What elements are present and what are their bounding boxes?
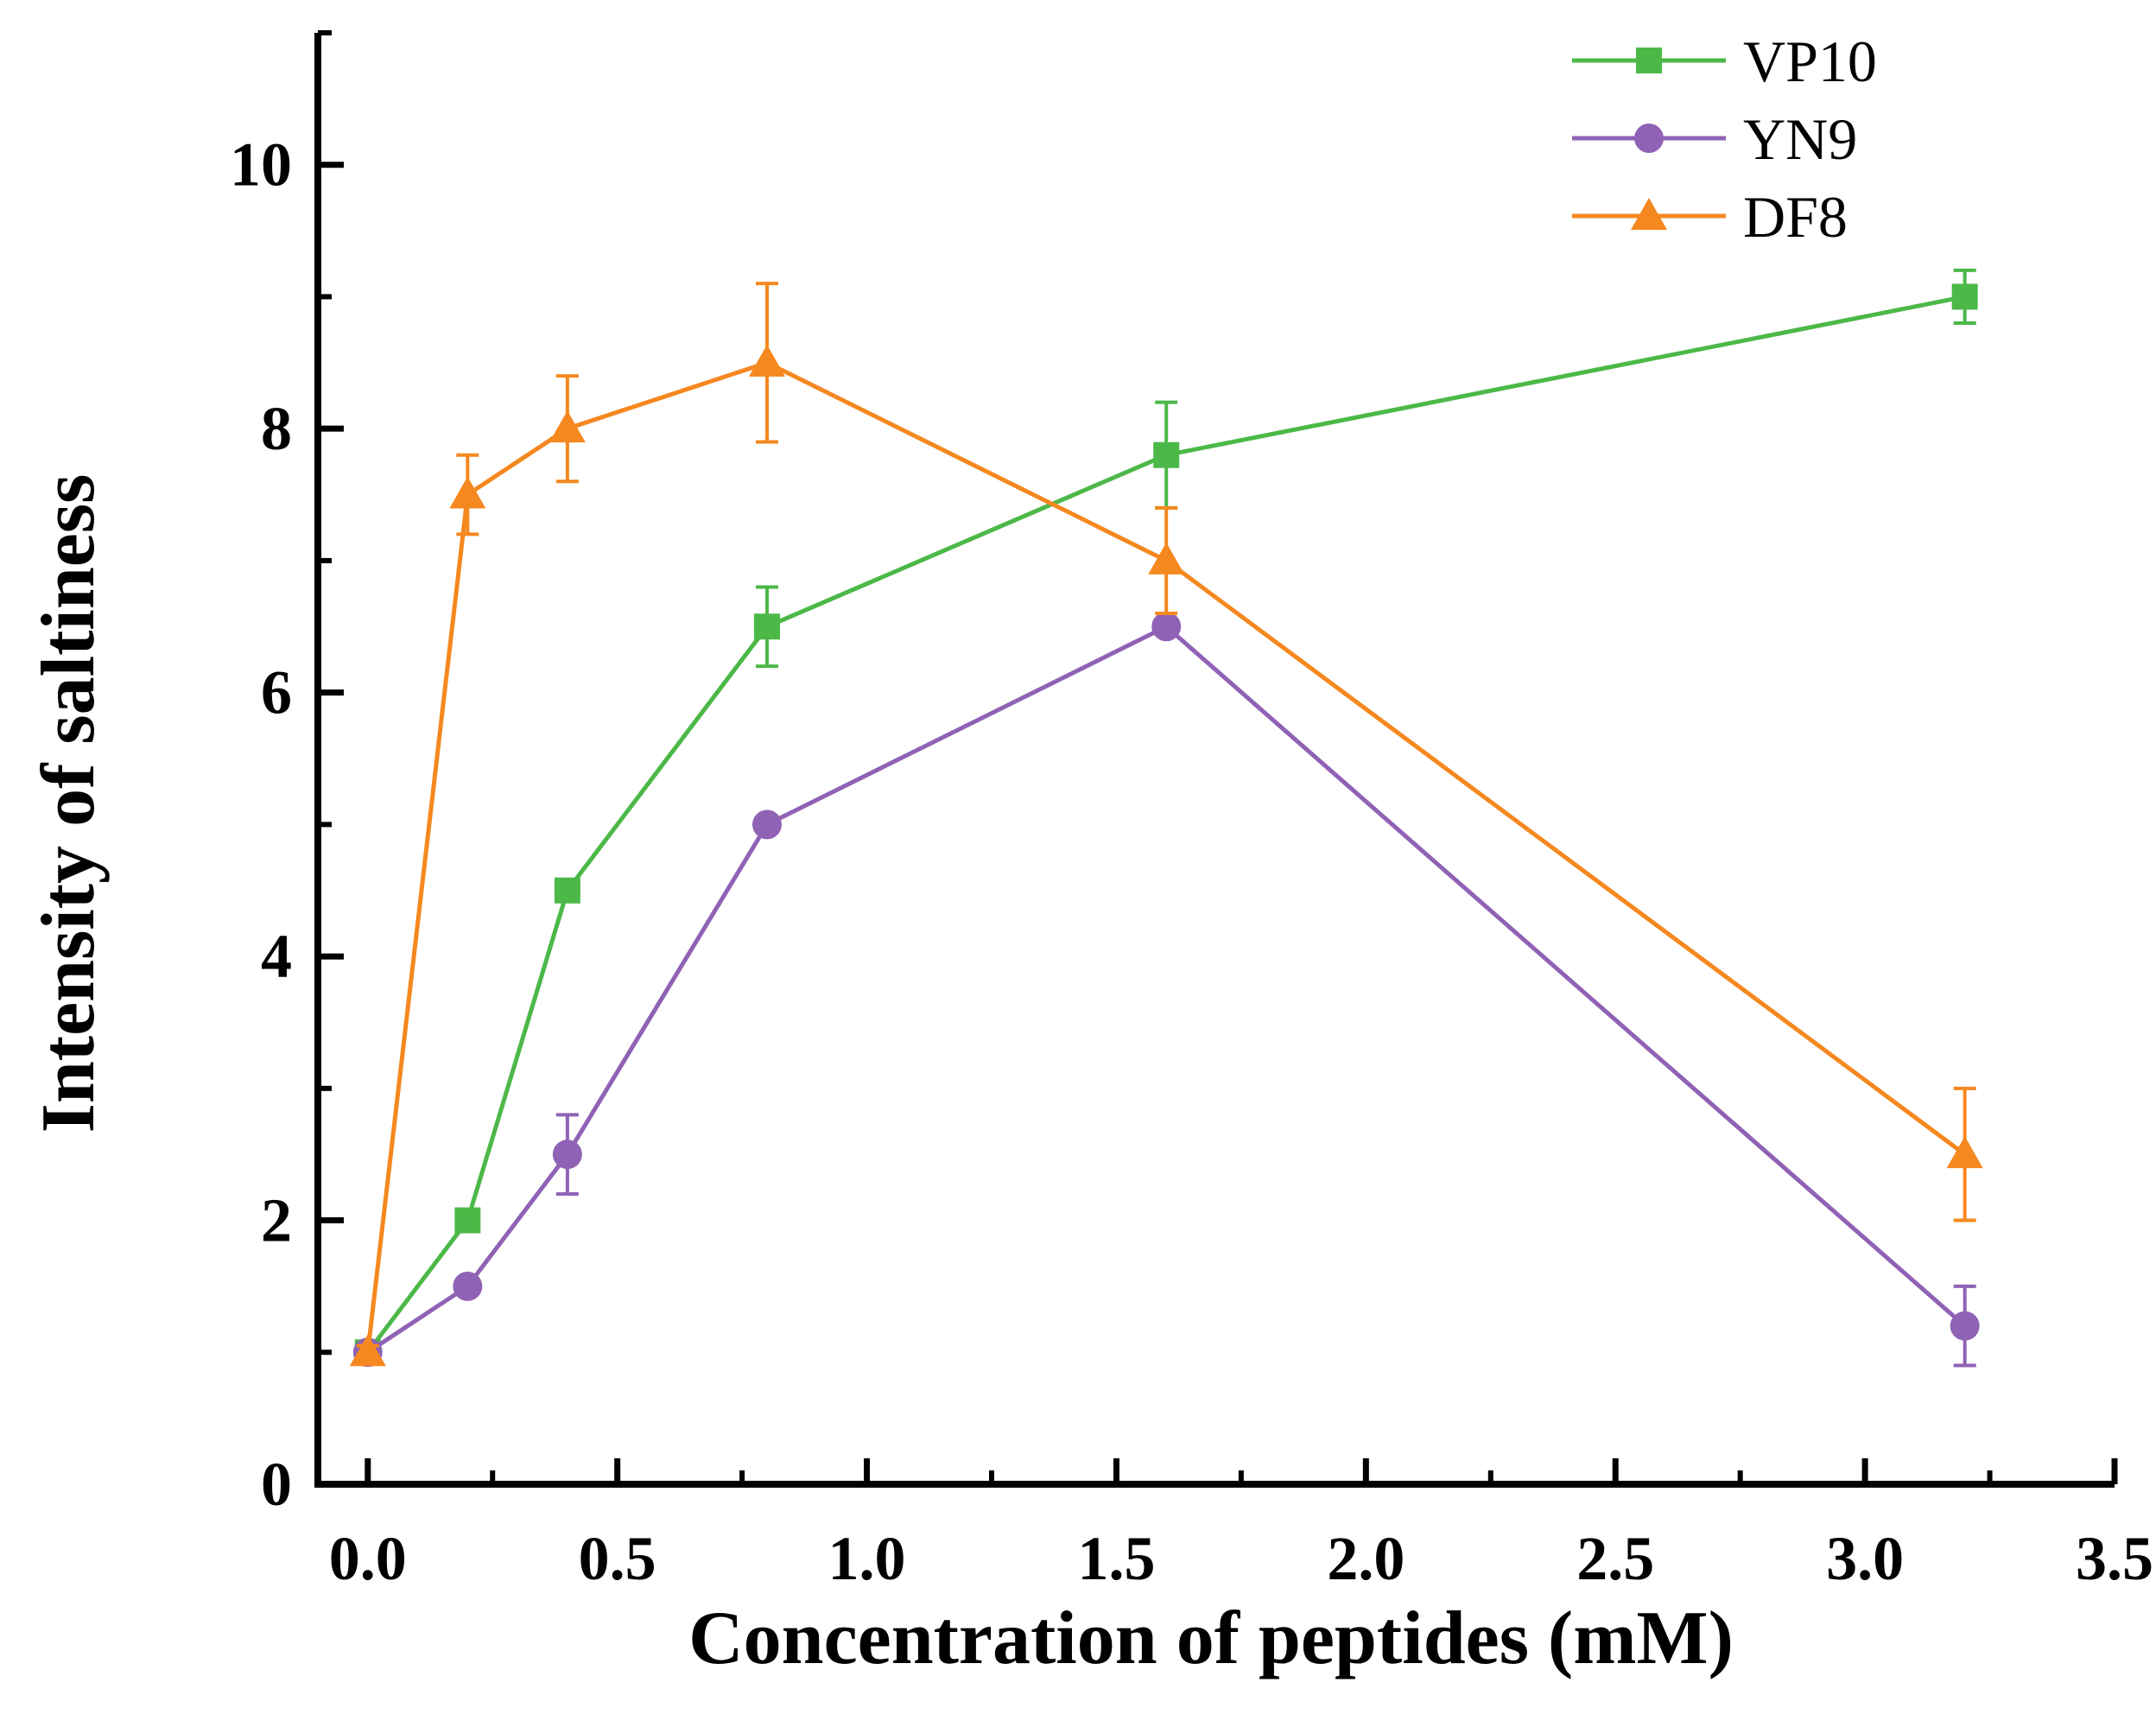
series-vp10	[354, 268, 1978, 1366]
legend-marker-vp10	[1636, 48, 1662, 73]
x-tick-label: 1.5	[1077, 1524, 1155, 1593]
axes: 0.0 0.5 1.0 1.5 2.0 2.5 3.0 3.5 0 2 4 6 8 10	[230, 30, 2153, 1593]
series-line-yn9	[366, 624, 1967, 1355]
x-tick-label: 3.0	[1826, 1524, 1904, 1593]
series-yn9	[352, 612, 1980, 1368]
data-point-df8	[1148, 542, 1185, 575]
series-line-df8	[365, 360, 1967, 1353]
data-point-vp10	[454, 1207, 481, 1234]
data-point-df8	[349, 1334, 386, 1367]
series-df8	[349, 282, 1983, 1367]
y-axis-title: Intensity of saltiness	[27, 474, 111, 1133]
legend-item-df8: DF8	[1572, 184, 1848, 250]
x-tick-label: 0.0	[329, 1524, 407, 1593]
data-point-yn9	[1950, 1311, 1980, 1341]
legend-item-yn9: YN9	[1572, 106, 1857, 172]
data-point-vp10	[754, 613, 780, 640]
y-tick-label: 10	[230, 130, 292, 200]
legend-marker-yn9	[1634, 124, 1664, 153]
data-point-yn9	[453, 1271, 483, 1301]
legend-marker-df8	[1631, 198, 1667, 230]
x-axis-title: Concentration of peptides (mM)	[688, 1597, 1734, 1680]
data-point-df8	[549, 410, 586, 443]
y-tick-label: 2	[261, 1186, 292, 1255]
series-layer	[349, 268, 1983, 1368]
legend: VP10 YN9 DF8	[1572, 29, 1877, 250]
x-tick-label: 1.0	[828, 1524, 906, 1593]
y-tick-label: 4	[261, 922, 292, 991]
y-tick-label: 0	[261, 1450, 292, 1519]
data-point-yn9	[752, 810, 782, 840]
data-point-yn9	[1151, 612, 1182, 642]
data-point-yn9	[552, 1140, 582, 1170]
x-tick-label: 2.5	[1576, 1524, 1654, 1593]
legend-label-yn9: YN9	[1743, 106, 1857, 172]
data-point-df8	[749, 344, 785, 377]
data-point-vp10	[1951, 283, 1978, 310]
data-point-vp10	[554, 877, 580, 904]
x-tick-label: 3.5	[2076, 1524, 2153, 1593]
data-point-vp10	[1153, 441, 1180, 468]
legend-item-vp10: VP10	[1572, 29, 1877, 94]
legend-label-vp10: VP10	[1743, 29, 1877, 94]
y-tick-label: 8	[261, 394, 292, 463]
data-point-df8	[1946, 1136, 1983, 1169]
y-tick-label: 6	[261, 658, 292, 727]
data-point-df8	[449, 476, 486, 509]
x-tick-label: 0.5	[579, 1524, 656, 1593]
legend-label-df8: DF8	[1743, 184, 1848, 250]
x-tick-label: 2.0	[1327, 1524, 1405, 1593]
series-line-vp10	[365, 295, 1966, 1354]
